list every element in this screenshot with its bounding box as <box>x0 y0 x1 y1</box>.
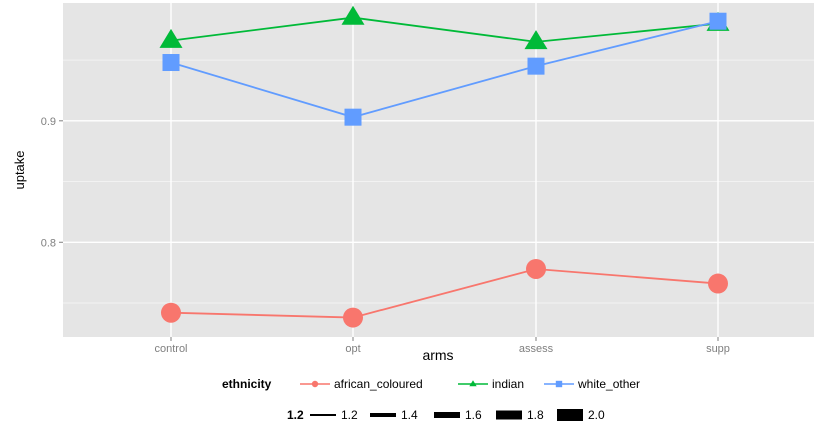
legend-size: 1.2 1.2 1.4 1.6 1.8 2.0 <box>287 408 605 422</box>
legend-ethnicity-title: ethnicity <box>222 377 272 391</box>
data-point-white_other <box>709 12 727 30</box>
series-african_coloured <box>161 258 728 328</box>
x-axis-ticks: control opt assess supp <box>154 337 730 355</box>
x-tick-label: opt <box>345 343 360 355</box>
size-legend-label: 1.6 <box>465 408 482 422</box>
legend-item-african_coloured: african_coloured <box>300 377 423 391</box>
size-legend-key <box>310 414 336 416</box>
series-line-african_coloured <box>170 268 719 319</box>
data-point-african_coloured <box>526 258 546 279</box>
legend-label: indian <box>492 377 524 391</box>
series-line-indian <box>170 16 719 43</box>
size-legend-item: 1.2 <box>310 408 358 422</box>
legend-label: african_coloured <box>334 377 423 391</box>
legend-ethnicity: ethnicity african_coloured indian white_ot… <box>222 377 640 391</box>
legend-key-marker <box>469 380 477 387</box>
data-point-white_other <box>162 54 180 72</box>
y-axis-label: uptake <box>12 150 27 189</box>
legend-item-white_other: white_other <box>544 377 640 391</box>
size-legend-key <box>434 412 460 418</box>
data-point-white_other <box>527 57 545 75</box>
size-legend-key <box>496 410 522 420</box>
series-line-white_other <box>170 20 719 119</box>
size-legend-item: 1.8 <box>496 408 544 422</box>
size-legend-key <box>557 409 583 421</box>
size-legend-label: 1.2 <box>341 408 358 422</box>
minor-gridlines <box>63 59 814 304</box>
size-legend-item: 1.4 <box>370 408 418 422</box>
size-legend-item: 2.0 <box>557 408 605 422</box>
y-tick-label: 0.8 <box>41 237 56 249</box>
size-legend-label: 2.0 <box>588 408 605 422</box>
legend-key-marker <box>555 380 563 388</box>
legend-item-indian: indian <box>458 377 524 391</box>
series-group <box>159 5 730 328</box>
legend-size-title: 1.2 <box>287 408 304 422</box>
y-tick-label: 0.9 <box>41 116 56 128</box>
legend-key-marker <box>311 380 319 388</box>
data-point-indian <box>341 5 365 25</box>
size-legend-label: 1.8 <box>527 408 544 422</box>
data-point-african_coloured <box>343 307 363 328</box>
x-axis-label: arms <box>422 347 453 363</box>
x-tick-label: control <box>154 343 187 355</box>
size-legend-item: 1.6 <box>434 408 482 422</box>
data-point-white_other <box>344 108 362 126</box>
size-legend-key <box>370 413 396 417</box>
data-point-african_coloured <box>708 273 728 294</box>
series-white_other <box>162 12 727 126</box>
x-tick-label: supp <box>706 343 730 355</box>
y-axis-ticks: 0.8 0.9 <box>41 116 63 249</box>
size-legend-label: 1.4 <box>401 408 418 422</box>
data-point-indian <box>159 28 183 48</box>
data-point-african_coloured <box>161 302 181 323</box>
data-point-indian <box>524 30 548 50</box>
x-tick-label: assess <box>519 343 554 355</box>
legend-label: white_other <box>577 377 640 391</box>
panel-background <box>63 3 814 337</box>
